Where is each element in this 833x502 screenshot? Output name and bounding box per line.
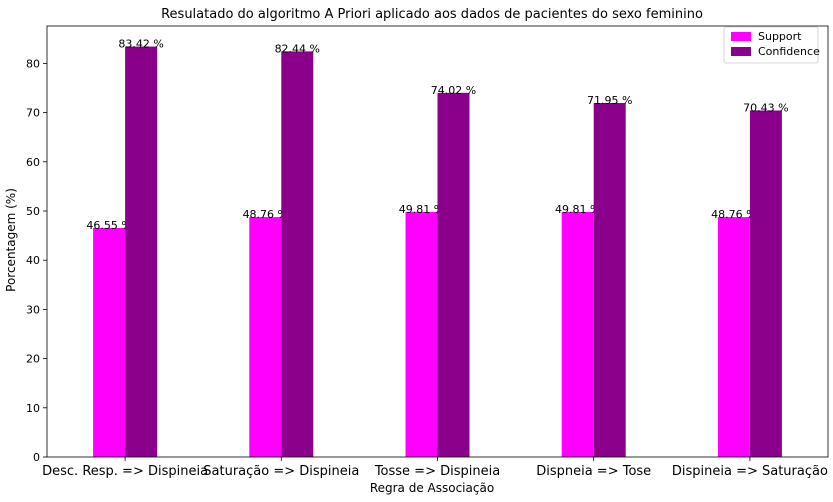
legend-swatch-confidence [731,47,751,56]
bar-confidence-0 [125,46,158,458]
data-label-support-3: 49.81 % [555,203,600,216]
y-tick-label: 10 [26,402,40,415]
x-tick-label: Tosse => Dispineia [374,464,500,479]
legend-swatch-support [731,32,751,41]
y-tick-label: 60 [26,156,40,169]
bar-support-3 [561,211,594,457]
bar-support-1 [249,217,282,457]
data-label-confidence-3: 71.95 % [587,94,632,107]
data-label-support-2: 49.81 % [399,203,444,216]
bar-support-0 [93,227,126,457]
data-label-confidence-0: 83.42 % [118,38,163,51]
plot-frame [46,25,829,458]
data-label-support-0: 46.55 % [86,219,131,232]
bar-confidence-3 [593,102,626,458]
x-axis-title: Regra de Associação [370,481,494,495]
chart-title: Resulatado do algoritmo A Priori aplicad… [161,7,703,22]
legend-label-confidence: Confidence [758,45,820,58]
bar-support-4 [717,217,750,457]
y-axis-title: Porcentagem (%) [4,188,18,292]
x-tick-label: Desc. Resp. => Dispineia [42,464,208,479]
y-tick-label: 70 [26,107,40,120]
data-label-confidence-1: 82.44 % [275,42,320,55]
y-tick-label: 30 [26,303,40,316]
y-tick-label: 0 [33,451,40,464]
bar-support-2 [405,211,438,457]
data-label-confidence-4: 70.43 % [743,101,788,114]
legend-label-support: Support [758,30,802,43]
plot-area: 0 10 20 30 40 50 60 70 80 46.55 % 83.42 % Desc. Res… [26,38,828,479]
data-label-support-1: 48.76 % [243,208,288,221]
x-tick-label: Dispneia => Tose [536,464,651,479]
bar-confidence-2 [437,92,470,457]
bar-confidence-1 [281,51,314,458]
data-label-support-4: 48.76 % [711,208,756,221]
x-tick-label: Dispineia => Saturação [672,464,828,479]
y-tick-label: 80 [26,57,40,70]
legend: Support Confidence [723,26,820,64]
data-label-confidence-2: 74.02 % [431,84,476,97]
y-tick-label: 20 [26,353,40,366]
bar-confidence-4 [749,110,782,457]
y-tick-label: 50 [26,205,40,218]
y-tick-label: 40 [26,254,40,267]
x-tick-label: Saturação => Dispineia [203,464,359,479]
